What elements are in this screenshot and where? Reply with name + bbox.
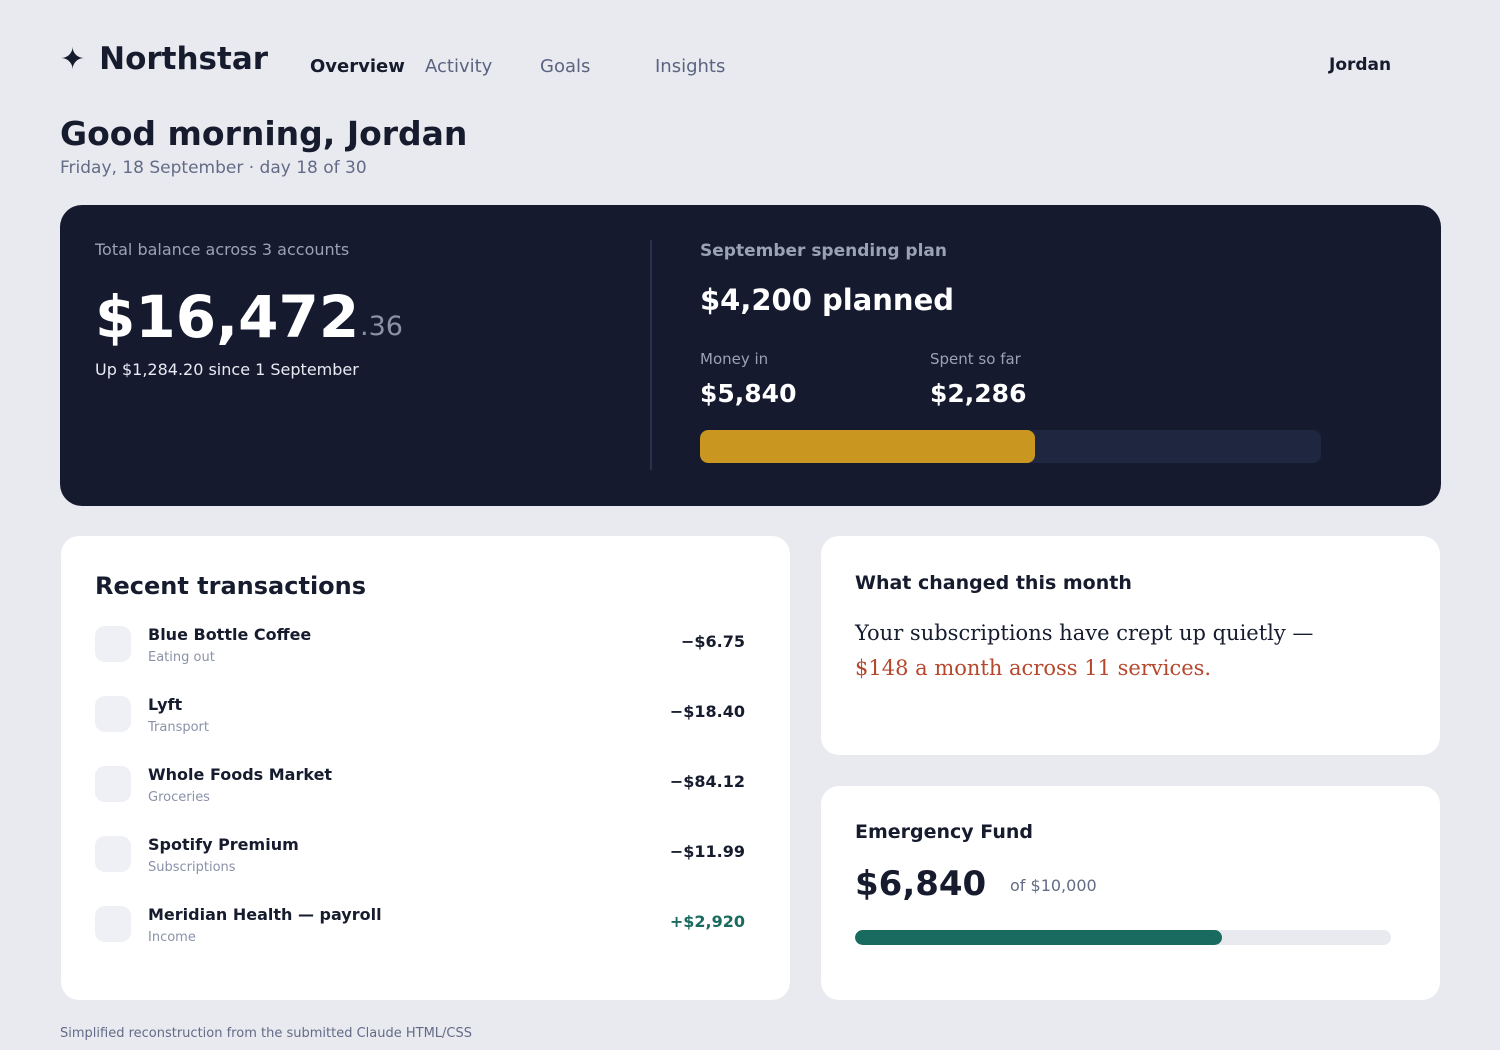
balance-label: Total balance across 3 accounts — [95, 240, 350, 259]
plan-progress-bar — [700, 430, 1321, 463]
plan-progress-fill — [700, 430, 1036, 463]
brand-logo[interactable]: ✦ Northstar — [60, 44, 268, 75]
insight-body: Your subscriptions have crept up quietly… — [855, 621, 1314, 645]
transaction-category: Groceries — [148, 790, 210, 805]
plan-title: September spending plan — [700, 241, 947, 261]
spent-value: $2,286 — [930, 379, 1027, 408]
goal-saved-amount: $6,840 — [855, 864, 987, 904]
page-title: Good morning, Jordan — [60, 114, 468, 153]
balance-change: Up $1,284.20 since 1 September — [95, 360, 359, 379]
date-subtitle: Friday, 18 September · day 18 of 30 — [60, 158, 367, 178]
transaction-name: Lyft — [148, 695, 183, 714]
transaction-row[interactable]: Blue Bottle Coffee Eating out −$6.75 — [95, 625, 745, 675]
transaction-row[interactable]: Whole Foods Market Groceries −$84.12 — [95, 765, 745, 815]
insight-highlight: $148 a month across 11 services. — [855, 656, 1212, 680]
transaction-amount: −$84.12 — [669, 772, 745, 791]
merchant-icon — [95, 696, 131, 732]
transaction-row[interactable]: Meridian Health — payroll Income +$2,920 — [95, 905, 745, 955]
merchant-icon — [95, 766, 131, 802]
nav-overview[interactable]: Overview — [310, 56, 405, 77]
transaction-category: Transport — [148, 720, 210, 735]
balance-hero-card: Total balance across 3 accounts $16,472 … — [60, 205, 1441, 506]
transaction-amount: −$18.40 — [669, 702, 745, 721]
goal-target: of $10,000 — [1010, 876, 1097, 895]
transaction-name: Whole Foods Market — [148, 765, 333, 784]
merchant-icon — [95, 906, 131, 942]
insight-title: What changed this month — [855, 572, 1132, 594]
insight-text: Your subscriptions have crept up quietly… — [855, 616, 1415, 686]
balance-cents: .36 — [360, 311, 403, 342]
nav-insights[interactable]: Insights — [655, 56, 726, 77]
transaction-category: Subscriptions — [148, 860, 236, 875]
transaction-amount: −$11.99 — [669, 842, 745, 861]
brand-name: Northstar — [99, 41, 269, 77]
transaction-amount: +$2,920 — [669, 912, 745, 931]
money-in-value: $5,840 — [700, 379, 797, 408]
transaction-name: Meridian Health — payroll — [148, 905, 382, 924]
goal-progress-bar — [855, 930, 1391, 945]
nav-goals[interactable]: Goals — [540, 56, 591, 77]
user-menu[interactable]: Jordan — [1329, 55, 1392, 75]
insight-card: What changed this month Your subscriptio… — [821, 536, 1440, 755]
transaction-category: Eating out — [148, 650, 215, 665]
balance-amount: $16,472 — [95, 283, 360, 351]
spent-label: Spent so far — [930, 350, 1021, 368]
emergency-fund-card: Emergency Fund $6,840 of $10,000 — [821, 786, 1440, 1000]
goal-progress-fill — [855, 930, 1222, 945]
transaction-row[interactable]: Spotify Premium Subscriptions −$11.99 — [95, 835, 745, 885]
merchant-icon — [95, 626, 131, 662]
hero-divider — [650, 240, 652, 470]
transactions-title: Recent transactions — [95, 572, 367, 600]
footer-note: Simplified reconstruction from the submi… — [60, 1026, 472, 1041]
money-in-label: Money in — [700, 350, 769, 368]
merchant-icon — [95, 836, 131, 872]
star-icon: ✦ — [60, 41, 86, 77]
nav-activity[interactable]: Activity — [425, 56, 493, 77]
transaction-name: Spotify Premium — [148, 835, 299, 854]
goal-title: Emergency Fund — [855, 821, 1033, 843]
transaction-category: Income — [148, 930, 196, 945]
plan-amount: $4,200 planned — [700, 283, 954, 317]
transaction-name: Blue Bottle Coffee — [148, 625, 312, 644]
transaction-row[interactable]: Lyft Transport −$18.40 — [95, 695, 745, 745]
transactions-card: Recent transactions Blue Bottle Coffee E… — [61, 536, 790, 1000]
transaction-amount: −$6.75 — [680, 632, 745, 651]
